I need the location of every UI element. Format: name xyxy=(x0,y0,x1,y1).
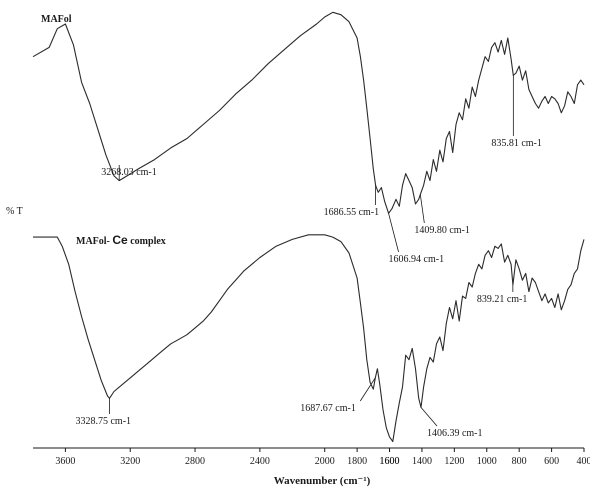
x-tick-label: 600 xyxy=(544,456,559,467)
annotation-label: 1409.80 cm-1 xyxy=(414,225,470,236)
x-tick-label: 1600 xyxy=(380,456,400,467)
series-label-part-ce: Ce xyxy=(112,233,128,247)
spectrum-line-1 xyxy=(32,11,585,214)
x-tick-label: 1200 xyxy=(444,456,464,467)
x-tick-label: 800 xyxy=(512,456,527,467)
x-tick-label: 2000 xyxy=(315,456,335,467)
x-tick-label: 1800 xyxy=(347,456,367,467)
x-tick-label: 1000 xyxy=(477,456,497,467)
x-tick-label: 3200 xyxy=(120,456,140,467)
x-tick-label: 400 xyxy=(577,456,590,467)
annotation-label: 1606.94 cm-1 xyxy=(389,254,445,265)
x-tick-label: 2800 xyxy=(185,456,205,467)
annotation-label: 3328.75 cm-1 xyxy=(75,416,131,427)
series-label-mafol: MAFol xyxy=(41,14,72,25)
annotation-leader xyxy=(359,377,376,402)
annotation-label: 835.81 cm-1 xyxy=(491,138,542,149)
y-axis-label: % T xyxy=(6,206,23,217)
annotation-leader xyxy=(419,194,425,224)
annotation-label: 3268.03 cm-1 xyxy=(101,167,157,178)
series-label-part-3: complex xyxy=(128,236,166,247)
annotation-leader xyxy=(388,213,399,253)
annotations-group: 3268.03 cm-1 1686.55 cm-1 1606.94 cm-1 1409… xyxy=(75,75,542,439)
x-axis-label: Wavenumber (cm⁻¹) xyxy=(274,475,371,487)
series-label-part-1: MAFol- xyxy=(76,236,112,247)
x-tick-label: 3600 xyxy=(55,456,75,467)
annotation-leader xyxy=(420,407,438,427)
annotation-label: 839.21 cm-1 xyxy=(477,294,528,305)
x-tick-label: 1400 xyxy=(412,456,432,467)
x-tick-label: 2400 xyxy=(250,456,270,467)
annotation-label: 1686.55 cm-1 xyxy=(324,207,380,218)
annotation-label: 1687.67 cm-1 xyxy=(300,403,356,414)
spectrum-line-2 xyxy=(33,234,585,443)
annotation-label: 1406.39 cm-1 xyxy=(427,428,483,439)
series-label-mafol-ce: MAFol- Ce complex xyxy=(76,233,166,247)
spectra-group xyxy=(32,11,585,443)
x-tick-label: 1600 xyxy=(380,456,400,467)
